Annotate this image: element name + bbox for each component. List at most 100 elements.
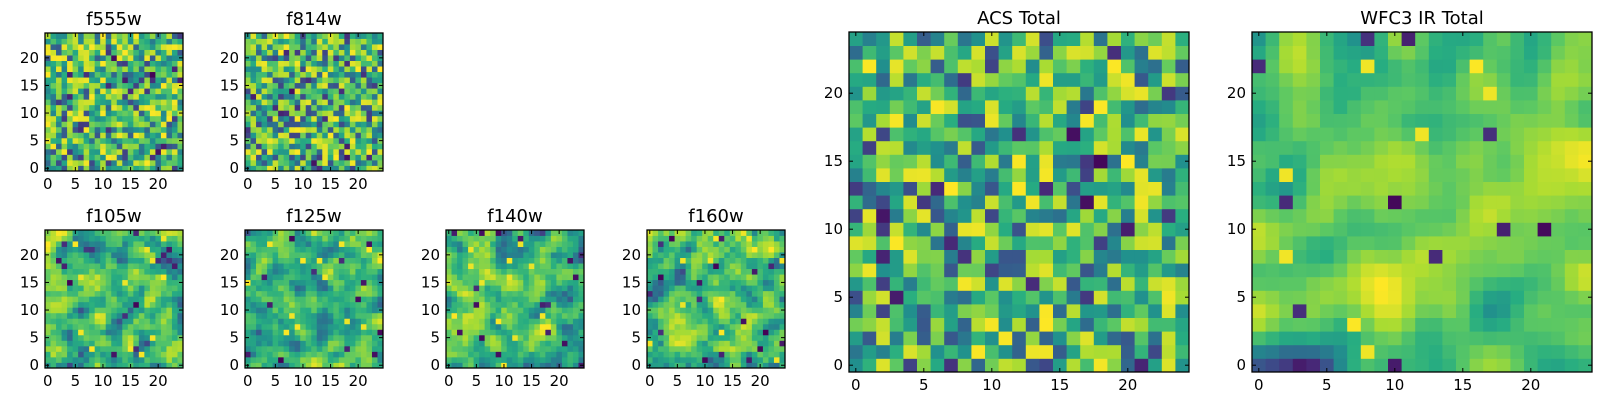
heatmap-cell [155,66,162,73]
heatmap-cell [322,252,329,258]
heatmap-cell [1080,140,1095,155]
heatmap-cell [250,44,257,50]
heatmap-cell [166,274,173,281]
heatmap-cell [446,312,452,319]
heatmap-cell [567,318,574,325]
heatmap-cell [311,71,318,78]
heatmap-cell [45,301,51,308]
heatmap-cell [735,301,742,308]
heatmap-cell [876,72,891,87]
heatmap-cell [534,334,541,341]
heatmap-cell [457,290,463,297]
heatmap-cell [160,132,167,139]
heatmap-cell [1134,344,1149,359]
heatmap-cell [338,312,345,319]
heatmap-cell [289,121,296,128]
heatmap-cell [517,345,524,352]
heatmap-cell [289,263,296,270]
heatmap-cell [105,356,112,363]
heatmap-cell [1161,222,1176,237]
heatmap-cell [316,126,323,133]
heatmap-cell [1428,344,1443,359]
heatmap-cell [177,93,184,100]
heatmap-cell [61,99,68,106]
heatmap-cell [311,99,318,106]
heatmap-cell [658,274,664,281]
heatmap-cell [155,235,162,242]
heatmap-cell [256,268,262,275]
heatmap-cell [371,132,378,139]
heatmap-cell [1012,45,1027,60]
heatmap-cell [72,71,79,78]
heatmap-cell [322,38,329,45]
heatmap-cell [1161,208,1176,223]
heatmap-cell [89,66,96,73]
heatmap-cell [56,323,62,330]
heatmap-cell [746,290,753,297]
heatmap-cell [333,323,340,330]
heatmap-cell [245,301,251,308]
heatmap-cell [127,44,134,50]
heatmap-cell [133,159,140,166]
heatmap-cell [338,340,345,347]
heatmap-cell [490,241,497,247]
heatmap-cell [377,263,384,270]
heatmap-cell [127,241,134,247]
heatmap-cell [1347,344,1362,359]
heatmap-cell [245,66,251,73]
heatmap-cell [127,290,134,297]
heatmap-cell [944,45,959,60]
heatmap-cell [316,334,323,341]
heatmap-cell [1388,276,1402,291]
heatmap-cell [311,93,318,100]
heatmap-cell [355,290,362,297]
heatmap-cell [1442,195,1457,210]
heatmap-cell [144,334,151,341]
y-tick-label: 20 [824,84,843,102]
heatmap-cell [61,44,68,50]
heatmap-cell [1025,331,1040,346]
heatmap-cell [256,252,262,258]
heatmap-cell [1012,331,1027,346]
heatmap-cell [133,230,140,236]
heatmap-cell [702,257,709,264]
heatmap-cell [1093,208,1108,223]
heatmap-cell [495,263,502,270]
heatmap-cell [144,263,151,270]
heatmap-cell [366,110,373,117]
heatmap-cell [917,317,931,332]
heatmap-cell [311,263,318,270]
heatmap-cell [1510,222,1525,237]
heatmap-cell [501,323,508,330]
heatmap-cell [685,246,692,253]
heatmap-cell [105,55,112,61]
heatmap-cell [278,88,285,95]
heatmap-cell [903,290,918,305]
x-tick-label: 20 [751,372,770,390]
heatmap-cell [360,329,367,336]
heatmap-cell [133,49,140,56]
heatmap-cell [311,290,318,297]
heatmap-cell [250,340,257,347]
heatmap-cell [294,323,301,330]
heatmap-cell [724,268,731,275]
heatmap-cell [289,323,296,330]
heatmap-cell [89,312,96,319]
heatmap-cell [94,60,101,67]
heatmap-cell [349,49,356,56]
heatmap-cell [762,334,769,341]
heatmap-cell [468,334,474,341]
heatmap-cell [746,334,753,341]
heatmap-cell [1265,290,1280,305]
heatmap-cell [316,66,323,73]
heatmap-cell [50,323,57,330]
heatmap-cell [1025,276,1040,291]
heatmap-cell [534,329,541,336]
heatmap-cell [67,252,73,258]
heatmap-cell [517,312,524,319]
heatmap-cell [377,66,384,73]
heatmap-cell [122,246,129,253]
heatmap-cell [889,344,904,359]
heatmap-cell [1388,317,1402,332]
heatmap-cell [300,66,307,73]
